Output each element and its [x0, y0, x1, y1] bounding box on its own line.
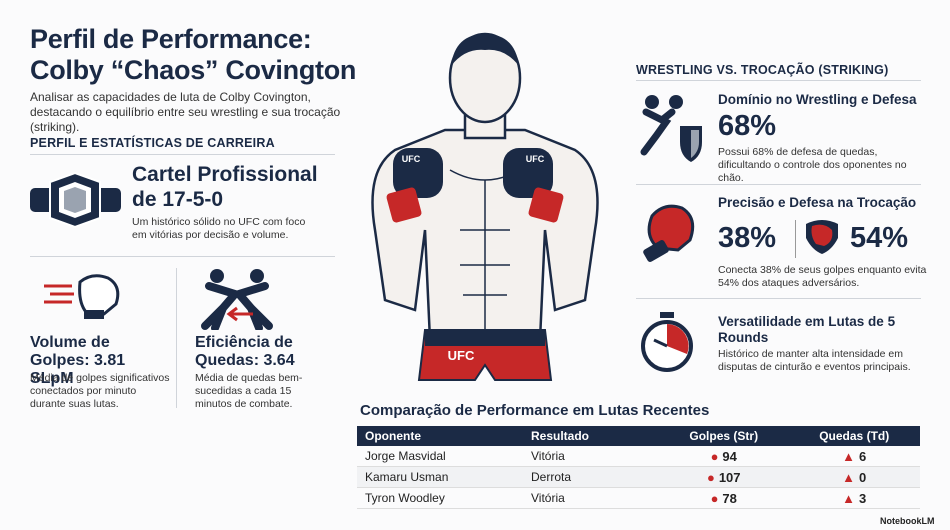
title-line: Perfil de Performance: — [30, 24, 312, 54]
cell-text: Kamaru Usman — [365, 470, 449, 484]
cell-text: 94 — [722, 448, 737, 464]
divider — [176, 268, 177, 408]
table-row: Tyron Woodley Vitória ● 78 ▲ 3 — [357, 487, 920, 509]
glove-label: UFC — [402, 154, 421, 164]
table-cell: ▲ 0 — [788, 466, 920, 488]
brand: NotebookLM — [880, 516, 935, 526]
timer-icon — [641, 312, 693, 372]
item-title: Domínio no Wrestling e Defesa — [718, 92, 917, 107]
stat: 38% — [718, 222, 777, 254]
item-text: Possui 68% de defesa de quedas, dificult… — [718, 146, 907, 184]
cell-icon: ● — [710, 448, 719, 464]
rule — [30, 256, 335, 257]
glove-label: UFC — [526, 154, 545, 164]
rule — [636, 184, 921, 185]
table: Oponente Resultado Golpes (Str) Quedas (… — [357, 426, 920, 509]
item-text: Conecta 38% de seus golpes enquanto evit… — [718, 264, 927, 289]
header-row: Oponente Resultado Golpes (Str) Quedas (… — [357, 426, 920, 446]
divider — [795, 220, 796, 258]
table-cell: Vitória — [523, 487, 659, 509]
takedowns-title: Eficiência de Quedas: 3.64 — [195, 334, 295, 369]
column-header: Oponente — [357, 426, 523, 446]
cell-text: 3 — [859, 490, 867, 506]
table-cell: Vitória — [523, 446, 659, 467]
section-heading: PERFIL E ESTATÍSTICAS DE CARREIRA — [30, 136, 275, 150]
record-title: Cartel Profissional de 17-5-0 — [132, 163, 318, 211]
wrestling-icon — [640, 95, 702, 162]
column-header: Quedas (Td) — [788, 426, 920, 446]
table-row: Jorge Masvidal Vitória ● 94 ▲ 6 — [357, 446, 920, 467]
cell-icon: ● — [710, 490, 719, 506]
table-row: Kamaru Usman Derrota ● 107 ▲ 0 — [357, 466, 920, 488]
stat: 68% — [718, 110, 777, 142]
table-cell: Jorge Masvidal — [357, 446, 523, 467]
cell-text: 107 — [718, 469, 741, 485]
table-cell: Tyron Woodley — [357, 487, 523, 509]
section-heading: WRESTLING VS. TROCAÇÃO (STRIKING) — [636, 63, 889, 77]
table-cell: ● 94 — [659, 446, 789, 467]
glove-icon — [44, 274, 120, 319]
table-cell: Kamaru Usman — [357, 466, 523, 488]
cell-text: Jorge Masvidal — [365, 449, 446, 463]
shorts-label: UFC — [448, 348, 475, 363]
cell-icon: ▲ — [842, 448, 856, 464]
cell-icon: ● — [706, 469, 715, 485]
cell-icon: ▲ — [842, 490, 856, 506]
cell-icon: ▲ — [842, 469, 856, 485]
defense-icon — [806, 220, 838, 254]
item-title: Versatilidade em Lutas de 5 Rounds — [718, 314, 896, 345]
subtitle: Analisar as capacidades de luta de Colby… — [30, 90, 341, 134]
column-header: Golpes (Str) — [659, 426, 789, 446]
cell-text: 78 — [722, 490, 737, 506]
table-cell: ▲ 6 — [788, 446, 920, 467]
cell-text: 0 — [859, 469, 867, 485]
glove-icon — [643, 204, 695, 262]
cell-text: 6 — [859, 448, 867, 464]
takedown-icon — [201, 269, 273, 330]
cell-text: Derrota — [531, 470, 572, 484]
item-title: Precisão e Defesa na Trocação — [718, 195, 917, 210]
rule — [636, 80, 921, 81]
table-cell: Derrota — [523, 466, 659, 488]
table-cell: ▲ 3 — [788, 487, 920, 509]
title-line: Colby “Chaos” Covington — [30, 55, 357, 85]
table-cell: ● 107 — [659, 466, 789, 488]
table-cell: ● 78 — [659, 487, 789, 509]
strikes-title: Volume de Golpes: 3.81 SLpM — [30, 334, 126, 387]
strikes-text: Média de golpes significativos conectado… — [30, 372, 170, 410]
belt-icon — [30, 171, 121, 229]
column-header: Resultado — [523, 426, 659, 446]
fighter-illustration: UFC UFC UFC — [371, 32, 599, 381]
table-body: Jorge Masvidal Vitória ● 94 ▲ 6 Kamaru Usman De… — [357, 446, 920, 509]
record-text: Um histórico sólido no UFC com foco em v… — [132, 216, 306, 241]
takedowns-text: Média de quedas bem-sucedidas a cada 15 … — [195, 372, 303, 410]
rule — [636, 298, 921, 299]
item-text: Histórico de manter alta intensidade em … — [718, 348, 911, 373]
rule — [30, 154, 335, 155]
cell-text: Tyron Woodley — [365, 491, 445, 505]
cell-text: Vitória — [531, 449, 565, 463]
table-title: Comparação de Performance em Lutas Recen… — [360, 402, 710, 419]
cell-text: Vitória — [531, 491, 565, 505]
stat: 54% — [850, 222, 909, 254]
